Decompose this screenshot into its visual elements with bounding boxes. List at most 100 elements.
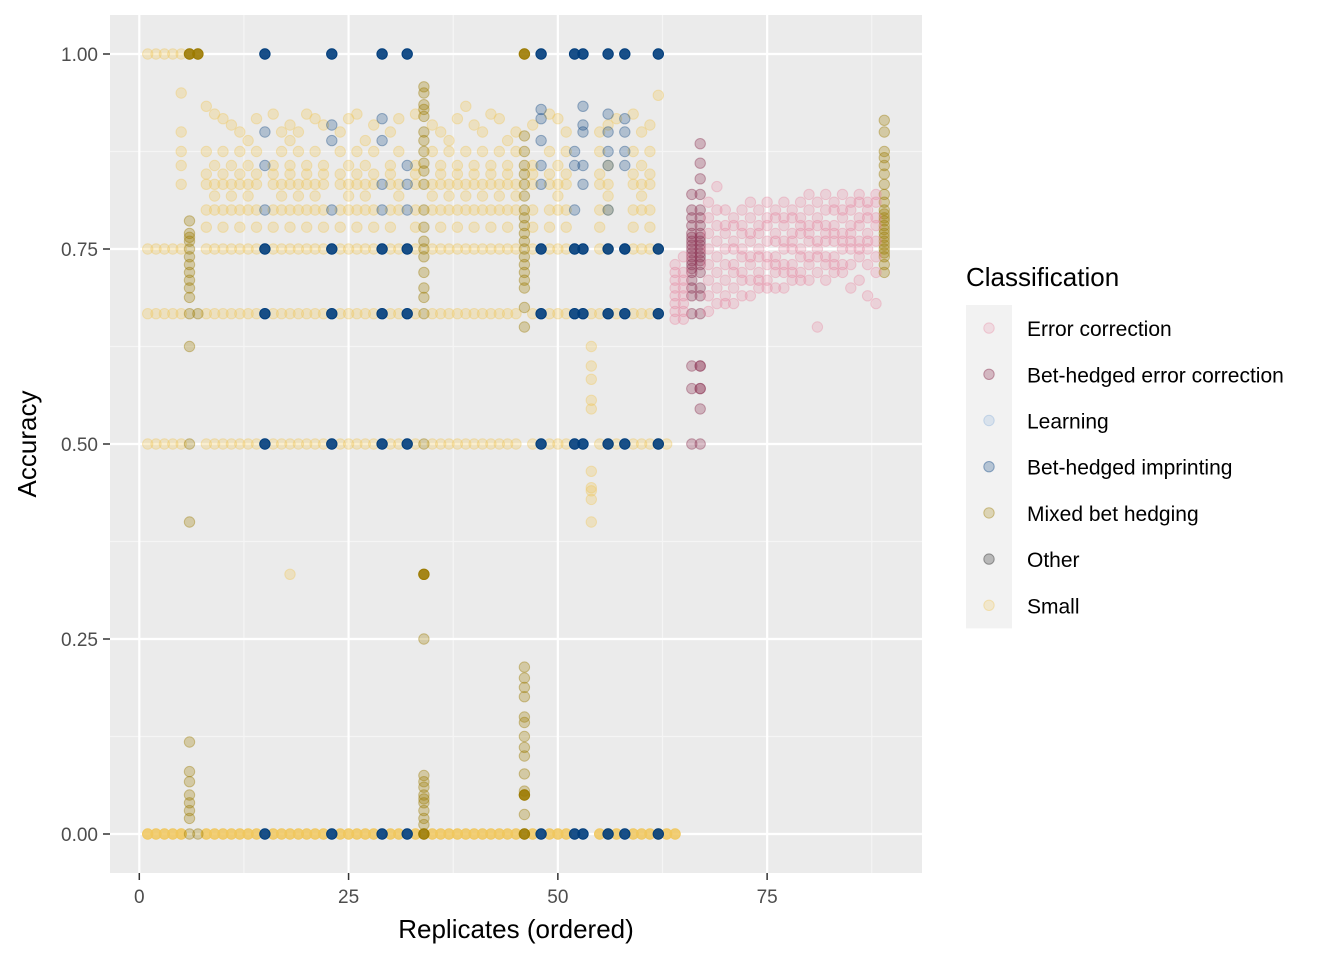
data-point	[602, 178, 614, 191]
data-point	[820, 204, 832, 216]
data-point	[761, 235, 773, 247]
data-point	[284, 204, 296, 216]
major-gridlines	[110, 15, 922, 873]
data-point	[493, 190, 505, 202]
data-point	[175, 145, 187, 158]
legend-key	[983, 322, 995, 334]
data-point	[351, 145, 363, 158]
data-point	[853, 212, 865, 224]
data-point	[309, 178, 321, 191]
data-point	[702, 196, 715, 208]
data-point	[778, 196, 790, 208]
data-point	[225, 308, 238, 320]
data-point	[485, 243, 497, 255]
data-point	[309, 113, 321, 125]
data-point	[778, 266, 790, 279]
data-point	[853, 196, 865, 208]
data-point	[719, 258, 731, 271]
data-point	[744, 235, 757, 247]
data-point	[686, 243, 698, 255]
data-point	[686, 251, 698, 263]
data-point	[242, 178, 254, 191]
data-point	[518, 711, 531, 723]
data-point	[401, 438, 413, 450]
data-point	[736, 290, 748, 302]
data-point	[518, 227, 531, 240]
data-point	[351, 108, 363, 120]
data-point	[142, 308, 154, 320]
data-point	[686, 308, 698, 320]
data-point	[585, 493, 597, 506]
data-point	[635, 438, 648, 450]
data-point	[426, 145, 438, 158]
data-point	[334, 204, 346, 216]
data-point	[518, 672, 531, 684]
series-small-zero-accuracy-	[142, 828, 681, 840]
legend-key	[983, 553, 995, 565]
data-point	[418, 804, 430, 817]
data-point	[326, 243, 338, 255]
data-point	[845, 219, 857, 232]
data-point	[861, 258, 874, 271]
legend-label: Other	[1027, 549, 1080, 572]
data-point	[435, 168, 447, 180]
data-point	[250, 168, 263, 180]
data-point	[409, 108, 422, 120]
data-point	[677, 282, 690, 294]
data-point	[635, 159, 648, 172]
data-point	[342, 308, 355, 320]
data-point	[861, 243, 874, 255]
data-point	[267, 159, 279, 172]
data-point	[301, 438, 313, 450]
data-point	[619, 308, 631, 320]
data-point	[376, 134, 388, 147]
data-point	[552, 308, 564, 320]
data-point	[460, 190, 472, 202]
y-tick-label: 1.00	[61, 45, 98, 66]
data-point	[828, 251, 840, 263]
data-point	[418, 110, 430, 123]
data-point	[686, 212, 698, 224]
data-point	[560, 178, 572, 191]
data-point	[208, 204, 221, 216]
data-point	[259, 204, 271, 216]
data-point	[686, 247, 698, 259]
data-point	[217, 204, 229, 216]
data-point	[476, 204, 489, 216]
data-point	[342, 159, 355, 172]
data-point	[234, 221, 246, 233]
data-point	[878, 239, 890, 251]
data-point	[585, 482, 597, 494]
data-point	[577, 828, 589, 840]
data-point	[669, 297, 681, 310]
data-point	[376, 828, 388, 840]
data-point	[493, 204, 505, 216]
data-point	[292, 243, 305, 255]
data-point	[476, 126, 489, 138]
data-point	[510, 190, 522, 202]
data-point	[694, 403, 706, 415]
data-point	[501, 178, 514, 191]
data-point	[401, 48, 413, 60]
data-point	[753, 251, 765, 263]
data-point	[501, 221, 514, 233]
data-point	[811, 196, 824, 208]
data-point	[267, 221, 279, 233]
data-point	[535, 103, 547, 116]
data-point	[175, 178, 187, 191]
data-point	[652, 438, 664, 450]
data-point	[711, 266, 723, 279]
data-point	[468, 204, 480, 216]
series-error-correction	[669, 180, 882, 333]
data-point	[652, 89, 664, 102]
data-point	[753, 204, 765, 216]
data-point	[334, 168, 346, 180]
data-point	[284, 438, 296, 450]
data-point	[225, 243, 238, 255]
data-point	[217, 221, 229, 233]
data-point	[275, 204, 288, 216]
data-point	[518, 159, 531, 172]
data-point	[351, 243, 363, 255]
data-point	[435, 221, 447, 233]
data-point	[284, 568, 296, 580]
